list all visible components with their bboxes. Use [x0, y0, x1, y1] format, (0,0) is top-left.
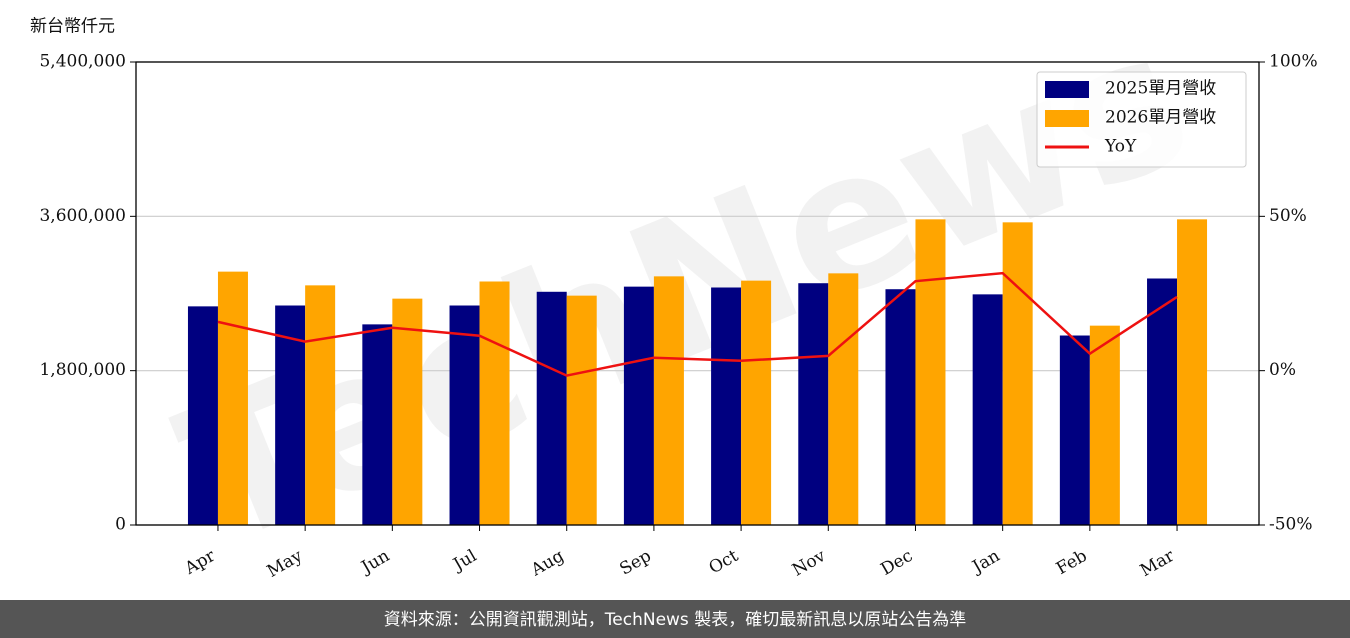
- bar: [1147, 278, 1178, 525]
- legend-label: YoY: [1104, 137, 1137, 157]
- source-note: 資料來源：公開資訊觀測站，TechNews 製表，確切最新訊息以原站公告為準: [384, 610, 966, 630]
- bar: [1002, 222, 1033, 525]
- bar: [305, 285, 336, 525]
- bar: [623, 286, 654, 525]
- bar: [536, 291, 567, 525]
- y2-tick-label: -50%: [1269, 515, 1313, 535]
- bar: [828, 273, 859, 525]
- bar: [972, 294, 1003, 525]
- bar: [392, 298, 423, 525]
- bar: [653, 276, 684, 525]
- bar: [885, 289, 916, 525]
- y-tick-label: 0: [115, 515, 126, 535]
- y-tick-label: 1,800,000: [39, 360, 126, 380]
- legend-label: 2025單月營收: [1105, 79, 1216, 99]
- x-tick-label: Nov: [789, 546, 829, 581]
- bar: [1059, 335, 1090, 525]
- plot-frame: [135, 61, 1260, 526]
- bar: [1089, 325, 1120, 525]
- y-tick-label: 3,600,000: [39, 206, 126, 226]
- bar: [479, 281, 510, 525]
- legend-swatch: [1045, 81, 1089, 98]
- x-tick-label: Feb: [1053, 546, 1091, 579]
- bar: [798, 283, 829, 525]
- x-tick-label: Mar: [1137, 545, 1179, 581]
- y2-tick-label: 100%: [1269, 52, 1318, 72]
- bar: [217, 271, 248, 525]
- legend-box: [1036, 71, 1247, 168]
- x-tick-label: Jul: [448, 546, 480, 576]
- x-tick-label: Aug: [527, 546, 568, 581]
- bar: [915, 219, 946, 525]
- y2-tick-label: 0%: [1269, 360, 1296, 380]
- x-tick-label: Jan: [968, 546, 1004, 578]
- bar: [566, 295, 597, 525]
- unit-label: 新台幣仟元: [30, 17, 115, 37]
- legend-label: 2026單月營收: [1105, 108, 1216, 128]
- x-tick-label: Sep: [616, 546, 654, 580]
- x-tick-label: Jun: [356, 546, 393, 579]
- bar: [362, 324, 393, 525]
- line-series: [217, 271, 1178, 377]
- x-tick-label: Apr: [181, 545, 220, 579]
- x-tick-label: Dec: [877, 546, 916, 580]
- bar: [187, 306, 218, 525]
- y2-tick-label: 50%: [1269, 206, 1307, 226]
- x-tick-label: Oct: [706, 546, 742, 579]
- bar: [449, 305, 480, 525]
- bar: [1177, 219, 1208, 525]
- bar: [711, 287, 742, 525]
- legend-swatch: [1045, 110, 1089, 127]
- bar: [741, 280, 772, 525]
- bar: [275, 305, 306, 525]
- footer-bar: [0, 600, 1350, 638]
- y-tick-label: 5,400,000: [39, 52, 126, 72]
